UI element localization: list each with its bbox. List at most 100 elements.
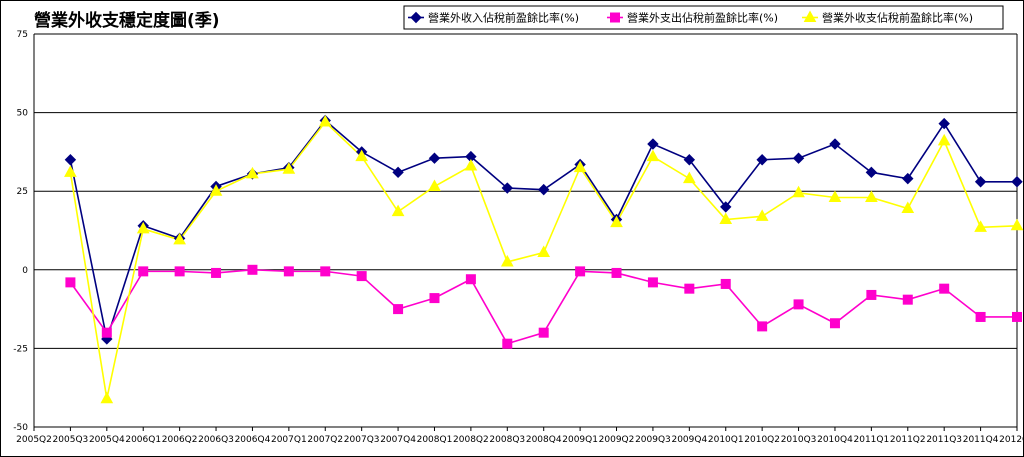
series-1-point-24 (902, 294, 913, 305)
legend-label-1: 營業外支出佔稅前盈餘比率(%) (627, 11, 778, 25)
series-2-point-14 (537, 245, 551, 258)
series-1-point-25 (939, 283, 950, 294)
series-1-point-7 (283, 266, 294, 277)
series-0-point-19 (720, 201, 732, 213)
x-tick-label-25: 2011Q3 (926, 435, 962, 445)
series-2-point-24 (901, 201, 915, 213)
legend-label-2: 營業外收支佔稅前盈餘比率(%) (822, 11, 973, 25)
y-tick-label-2: 0 (22, 266, 28, 276)
series-2-point-15 (573, 160, 587, 173)
x-tick-label-0: 2005Q2 (16, 435, 52, 445)
x-tick-label-15: 2009Q1 (562, 435, 598, 445)
legend-marker-2 (803, 10, 817, 22)
x-tick-label-3: 2006Q1 (125, 435, 161, 445)
series-0-point-23 (865, 166, 878, 179)
series-1-point-16 (611, 267, 622, 278)
series-1-point-4 (174, 266, 185, 277)
series-1-point-6 (247, 264, 258, 275)
y-tick-label-0: -50 (13, 423, 28, 433)
series-2-point-13 (500, 254, 514, 267)
x-tick-label-10: 2007Q4 (380, 435, 416, 445)
series-1-point-2 (101, 327, 112, 338)
series-1-point-3 (138, 266, 149, 277)
series-0-point-22 (829, 138, 841, 150)
series-2-point-27 (1010, 218, 1024, 231)
series-0-point-25 (938, 117, 950, 130)
x-tick-label-14: 2008Q4 (526, 435, 562, 445)
series-1-point-27 (1012, 311, 1022, 322)
x-tick-label-23: 2011Q1 (854, 435, 890, 445)
series-2-point-4 (173, 232, 186, 245)
series-2-point-16 (610, 215, 623, 228)
series-1-point-8 (320, 266, 331, 277)
x-tick-label-19: 2010Q1 (708, 435, 744, 445)
series-2-point-25 (937, 133, 951, 146)
series-1-point-23 (866, 289, 877, 300)
series-2-point-18 (682, 171, 696, 184)
series-2-point-1 (64, 165, 77, 177)
series-1-point-11 (429, 293, 440, 304)
x-tick-label-27: 2012Q1 (999, 435, 1024, 445)
series-1-point-22 (829, 318, 840, 329)
series-2-point-11 (428, 179, 441, 191)
legend-box (403, 5, 1004, 30)
x-tick-label-11: 2008Q1 (417, 435, 453, 445)
y-tick-label-4: 50 (17, 109, 29, 119)
series-line-0 (69, 119, 1017, 343)
x-tick-label-7: 2007Q1 (271, 435, 307, 445)
legend-marker-0 (410, 11, 422, 24)
series-2-point-21 (792, 185, 805, 198)
series-1-point-12 (465, 274, 476, 285)
series-1-point-10 (393, 304, 404, 315)
series-2-point-26 (974, 220, 987, 232)
series-0-point-27 (1011, 176, 1023, 188)
series-1-point-18 (684, 283, 695, 294)
series-2-point-23 (865, 190, 878, 202)
series-0-point-1 (64, 154, 77, 166)
series-0-point-24 (902, 172, 914, 185)
series-0-point-20 (756, 154, 768, 166)
x-tick-label-6: 2006Q4 (235, 435, 271, 445)
series-2-point-17 (646, 149, 660, 162)
series-1-point-9 (356, 271, 367, 282)
x-tick-label-18: 2009Q4 (671, 435, 707, 445)
series-1-point-17 (647, 277, 658, 288)
series-line-2 (69, 120, 1018, 399)
y-tick-label-1: -25 (13, 344, 28, 354)
series-2-point-2 (100, 391, 114, 404)
series-2-point-8 (318, 114, 332, 127)
series-1-point-5 (211, 267, 222, 278)
series-0-point-18 (683, 154, 696, 166)
x-tick-label-5: 2006Q3 (198, 435, 234, 445)
legend-marker-1 (610, 12, 620, 23)
series-2-point-7 (282, 162, 296, 174)
x-tick-label-26: 2011Q4 (963, 435, 999, 445)
x-tick-label-13: 2008Q3 (489, 435, 525, 445)
x-tick-label-2: 2005Q4 (89, 435, 125, 445)
series-2-point-20 (755, 209, 769, 221)
series-0-point-21 (792, 152, 805, 164)
series-1-point-19 (720, 278, 731, 289)
series-1-point-1 (65, 277, 76, 288)
series-2-point-5 (209, 184, 223, 196)
legend-label-0: 營業外收入佔稅前盈餘比率(%) (428, 11, 579, 25)
chart-title: 營業外收支穩定度圖(季) (34, 11, 220, 31)
series-0-point-14 (537, 183, 550, 196)
series-2-point-9 (355, 149, 369, 162)
x-tick-label-21: 2010Q3 (781, 435, 817, 445)
x-tick-label-4: 2006Q2 (162, 435, 198, 445)
series-2-point-10 (391, 204, 405, 217)
x-tick-label-22: 2010Q4 (817, 435, 853, 445)
series-0-point-17 (647, 138, 659, 150)
series-0-point-10 (392, 166, 404, 179)
x-tick-label-24: 2011Q2 (890, 435, 926, 445)
series-0-point-13 (501, 182, 514, 194)
x-tick-label-8: 2007Q2 (307, 435, 343, 445)
x-tick-label-20: 2010Q2 (744, 435, 780, 445)
y-tick-label-3: 25 (17, 187, 28, 197)
x-tick-label-17: 2009Q3 (635, 435, 671, 445)
series-0-point-26 (974, 176, 987, 188)
series-2-point-19 (719, 212, 733, 224)
series-2-point-12 (464, 159, 478, 171)
